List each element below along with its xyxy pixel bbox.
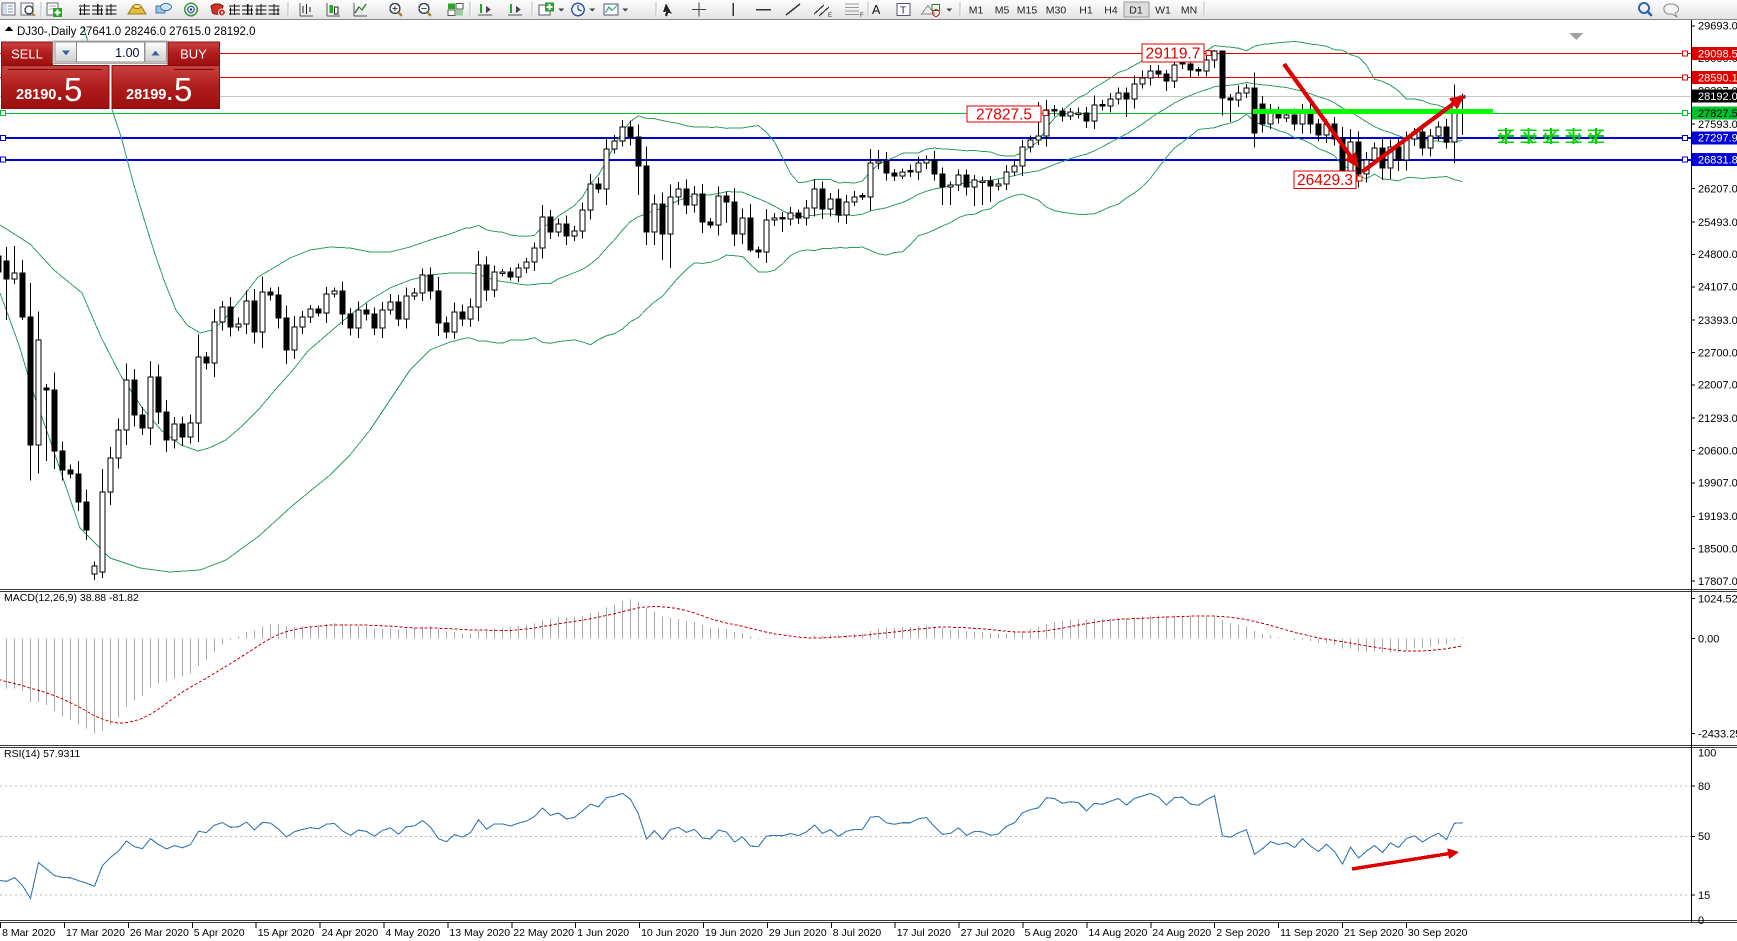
svg-text:28190: 28190 — [16, 87, 56, 103]
svg-text:8 Jul 2020: 8 Jul 2020 — [833, 927, 882, 939]
svg-text:.: . — [167, 83, 173, 105]
svg-text:4 May 2020: 4 May 2020 — [386, 927, 441, 939]
svg-text:17 Jul 2020: 17 Jul 2020 — [897, 927, 951, 939]
svg-text:11 Sep 2020: 11 Sep 2020 — [1280, 927, 1339, 939]
svg-text:27297.9: 27297.9 — [1698, 133, 1737, 145]
svg-text:29098.5: 29098.5 — [1698, 49, 1737, 61]
svg-text:18500.0: 18500.0 — [1698, 543, 1737, 555]
svg-text:RSI(14) 57.9311: RSI(14) 57.9311 — [4, 748, 80, 760]
svg-text:27827.5: 27827.5 — [1698, 108, 1737, 120]
svg-text:28590.1: 28590.1 — [1698, 72, 1737, 84]
svg-text:15 Apr 2020: 15 Apr 2020 — [258, 927, 315, 939]
svg-text:5 Apr 2020: 5 Apr 2020 — [194, 927, 245, 939]
svg-text:DJ30-,Daily 27641.0 28246.0 2: DJ30-,Daily 27641.0 28246.0 27615.0 2819… — [17, 26, 256, 38]
svg-text:8 Mar 2020: 8 Mar 2020 — [2, 927, 55, 939]
svg-text:H1: H1 — [1079, 5, 1093, 17]
svg-text:17 Mar 2020: 17 Mar 2020 — [66, 927, 125, 939]
svg-text:-2433.25: -2433.25 — [1698, 728, 1737, 740]
svg-text:MACD(12,26,9) 38.88 -81.82: MACD(12,26,9) 38.88 -81.82 — [4, 592, 139, 604]
svg-text:24107.0: 24107.0 — [1698, 282, 1737, 294]
svg-text:2 Sep 2020: 2 Sep 2020 — [1216, 927, 1270, 939]
svg-text:26 Mar 2020: 26 Mar 2020 — [130, 927, 189, 939]
svg-text:M1: M1 — [969, 5, 984, 17]
svg-text:5 Aug 2020: 5 Aug 2020 — [1025, 927, 1078, 939]
svg-text:W1: W1 — [1155, 5, 1171, 17]
svg-text:26831.8: 26831.8 — [1698, 155, 1737, 167]
svg-text:26207.0: 26207.0 — [1698, 184, 1737, 196]
svg-text:29 Jun 2020: 29 Jun 2020 — [769, 927, 827, 939]
svg-text:21293.0: 21293.0 — [1698, 413, 1737, 425]
svg-text:H4: H4 — [1104, 5, 1118, 17]
svg-text:M5: M5 — [995, 5, 1010, 17]
svg-text:30 Sep 2020: 30 Sep 2020 — [1408, 927, 1468, 939]
svg-text:22007.0: 22007.0 — [1698, 380, 1737, 392]
svg-text:20600.0: 20600.0 — [1698, 445, 1737, 457]
svg-text:28192.0: 28192.0 — [1698, 91, 1737, 103]
svg-text:19193.0: 19193.0 — [1698, 511, 1737, 523]
svg-text:BUY: BUY — [180, 47, 207, 62]
svg-text:5: 5 — [64, 71, 82, 108]
svg-text:0.00: 0.00 — [1698, 633, 1719, 645]
svg-text:T: T — [900, 6, 906, 17]
svg-text:MN: MN — [1181, 5, 1197, 17]
svg-text:28199: 28199 — [126, 87, 166, 103]
svg-text:50: 50 — [1698, 831, 1710, 843]
svg-text:F: F — [860, 13, 864, 19]
svg-text:1 Jun 2020: 1 Jun 2020 — [577, 927, 629, 939]
svg-text:22700.0: 22700.0 — [1698, 347, 1737, 359]
svg-text:14 Aug 2020: 14 Aug 2020 — [1088, 927, 1147, 939]
svg-text:1024.52: 1024.52 — [1698, 593, 1737, 605]
svg-text:23393.0: 23393.0 — [1698, 315, 1737, 327]
svg-text:19907.0: 19907.0 — [1698, 478, 1737, 490]
svg-text:100: 100 — [1698, 747, 1716, 759]
svg-text:25493.0: 25493.0 — [1698, 217, 1737, 229]
svg-text:M30: M30 — [1046, 5, 1067, 17]
svg-text:27827.5: 27827.5 — [976, 107, 1032, 124]
svg-text:80: 80 — [1698, 781, 1710, 793]
svg-text:24 Aug 2020: 24 Aug 2020 — [1152, 927, 1211, 939]
svg-text:29693.0: 29693.0 — [1698, 21, 1737, 33]
svg-text:21 Sep 2020: 21 Sep 2020 — [1344, 927, 1404, 939]
svg-text:24800.0: 24800.0 — [1698, 249, 1737, 261]
svg-text:10 Jun 2020: 10 Jun 2020 — [641, 927, 699, 939]
svg-text:24 Apr 2020: 24 Apr 2020 — [322, 927, 379, 939]
svg-text:17807.0: 17807.0 — [1698, 576, 1737, 588]
svg-text:29119.7: 29119.7 — [1146, 46, 1201, 63]
svg-text:A: A — [872, 3, 881, 17]
svg-text:5: 5 — [174, 71, 192, 108]
svg-text:0: 0 — [1698, 915, 1704, 927]
svg-text:SELL: SELL — [11, 47, 43, 62]
svg-text:22 May 2020: 22 May 2020 — [513, 927, 574, 939]
svg-text:.: . — [57, 83, 63, 105]
svg-text:19 Jun 2020: 19 Jun 2020 — [705, 927, 763, 939]
svg-text:15: 15 — [1698, 890, 1710, 902]
svg-text:M15: M15 — [1017, 5, 1038, 17]
svg-text:27 Jul 2020: 27 Jul 2020 — [961, 927, 1015, 939]
svg-text:E: E — [828, 13, 832, 19]
svg-text:13 May 2020: 13 May 2020 — [449, 927, 510, 939]
svg-text:D1: D1 — [1129, 5, 1143, 17]
svg-text:26429.3: 26429.3 — [1297, 172, 1353, 189]
svg-text:27593.0: 27593.0 — [1698, 119, 1737, 131]
svg-text:1.00: 1.00 — [115, 46, 139, 60]
